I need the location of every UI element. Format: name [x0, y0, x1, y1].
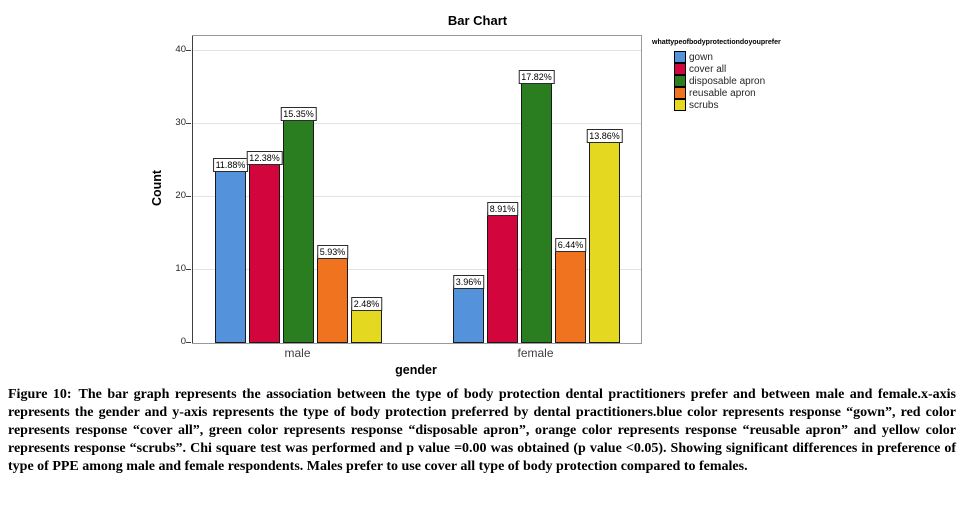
- x-category-label-female: female: [517, 346, 554, 360]
- bar-cover-all-female: [487, 211, 518, 343]
- y-axis-line: [192, 36, 193, 343]
- bar-disposable-apron-female: [521, 80, 552, 343]
- y-tick-label: 20: [175, 190, 186, 201]
- gridline: [193, 50, 641, 51]
- bar-value-label: 12.38%: [246, 150, 283, 165]
- figure-caption: Figure 10: The bar graph represents the a…: [8, 386, 956, 476]
- bar-chart-figure: Bar Chart Count 11.88% 3.96% 12.38% 8.91% 15…: [150, 13, 781, 377]
- bar-disposable-apron-male: [283, 116, 314, 343]
- x-category-label-male: male: [284, 346, 311, 360]
- y-tick-mark: [186, 123, 191, 124]
- gridline: [193, 269, 641, 270]
- chart-title: Bar Chart: [447, 13, 508, 28]
- figure-caption-text: The bar graph represents the association…: [8, 387, 956, 474]
- legend-swatch-icon: [674, 51, 686, 63]
- plot-area: 11.88% 3.96% 12.38% 8.91% 15.35% 17.82% 5.93% 6…: [192, 35, 642, 344]
- legend-item-disposable-apron: disposable apron: [674, 75, 781, 87]
- legend-item-label: disposable apron: [689, 75, 766, 87]
- bar-value-label: 5.93%: [316, 245, 349, 260]
- bar-value-label: 11.88%: [212, 157, 249, 172]
- bar-reusable-apron-male: [317, 255, 348, 343]
- gridline: [193, 196, 641, 197]
- y-tick-label: 10: [175, 263, 186, 274]
- y-tick-mark: [186, 50, 191, 51]
- bar-value-label: 6.44%: [554, 238, 587, 253]
- legend: whattypeofbodyprotectiondoyouprefer gown…: [652, 39, 781, 111]
- x-axis-label: gender: [395, 363, 437, 377]
- bar-value-label: 3.96%: [452, 274, 485, 289]
- legend-swatch-icon: [674, 75, 686, 87]
- legend-item-label: cover all: [689, 63, 727, 75]
- legend-item-scrubs: scrubs: [674, 99, 781, 111]
- bar-cover-all-male: [249, 160, 280, 343]
- bar-scrubs-male: [351, 306, 382, 343]
- legend-swatch-icon: [674, 87, 686, 99]
- bar-reusable-apron-female: [555, 248, 586, 343]
- legend-swatch-icon: [674, 63, 686, 75]
- bar-value-label: 2.48%: [350, 296, 383, 311]
- bar-value-label: 15.35%: [280, 106, 317, 121]
- legend-item-cover-all: cover all: [674, 63, 781, 75]
- bar-value-label: 8.91%: [486, 201, 519, 216]
- legend-swatch-icon: [674, 99, 686, 111]
- gridline: [193, 123, 641, 124]
- legend-item-gown: gown: [674, 51, 781, 63]
- bar-scrubs-female: [589, 138, 620, 343]
- figure-caption-label: Figure 10:: [8, 387, 72, 402]
- legend-item-label: gown: [689, 51, 713, 63]
- legend-item-label: reusable apron: [689, 87, 756, 99]
- y-tick-mark: [186, 269, 191, 270]
- y-tick-label: 40: [175, 44, 186, 55]
- bar-gown-male: [215, 167, 246, 343]
- y-tick-mark: [186, 342, 191, 343]
- y-tick-label: 0: [180, 336, 186, 347]
- bar-gown-female: [453, 284, 484, 343]
- legend-item-label: scrubs: [689, 99, 719, 111]
- y-tick-mark: [186, 196, 191, 197]
- y-tick-label: 30: [175, 117, 186, 128]
- bar-value-label: 17.82%: [518, 70, 555, 85]
- legend-title: whattypeofbodyprotectiondoyouprefer: [652, 39, 781, 46]
- legend-items: gown cover all disposable apron reusable ap…: [652, 51, 781, 111]
- legend-item-reusable-apron: reusable apron: [674, 87, 781, 99]
- bar-value-label: 13.86%: [586, 128, 623, 143]
